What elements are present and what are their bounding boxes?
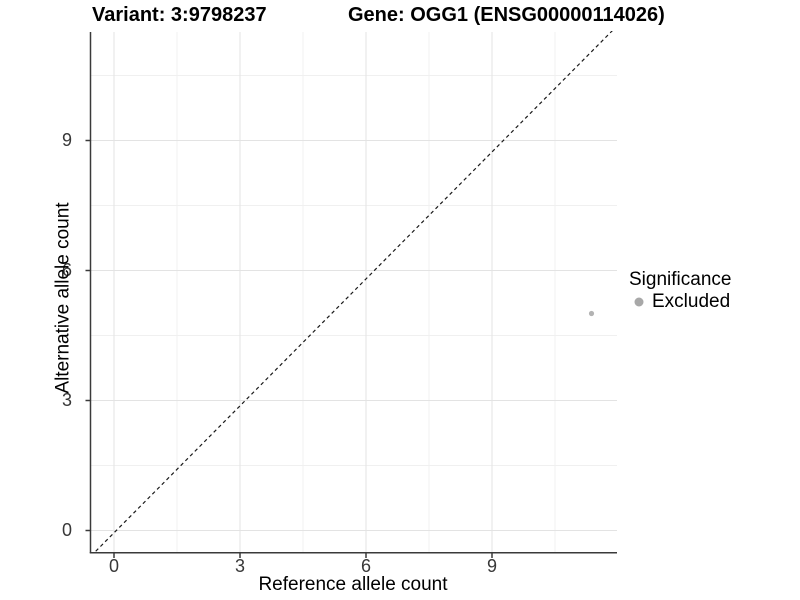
plot-title-gene: Gene: OGG1 (ENSG00000114026) — [348, 4, 665, 26]
gridlines-major — [90, 32, 617, 552]
x-axis-title: Reference allele count — [258, 574, 448, 595]
y-tick-label-0: 0 — [61, 520, 72, 540]
x-tick-label-0: 0 — [108, 556, 119, 576]
x-tick-label-9: 9 — [486, 556, 497, 576]
x-tick-label-6: 6 — [360, 556, 371, 576]
x-tick-label-3: 3 — [234, 556, 245, 576]
gridlines-minor — [90, 32, 617, 552]
legend-item-label: Excluded — [652, 291, 731, 312]
y-axis-title: Alternative allele count — [52, 202, 74, 394]
legend-item-excluded: Excluded — [629, 292, 779, 312]
axis-tick-marks — [85, 139, 493, 558]
y-tick-label-9: 9 — [61, 130, 72, 150]
plot-title-variant: Variant: 3:9798237 — [92, 4, 267, 26]
legend-point-icon — [634, 297, 644, 307]
legend-title: Significance — [629, 269, 732, 290]
scatter-point-excluded — [588, 310, 595, 317]
y-tick-label-3: 3 — [61, 390, 72, 410]
legend: Significance Excluded — [629, 269, 779, 312]
identity-reference-line — [93, 31, 613, 553]
y-tick-label-6: 6 — [61, 260, 72, 280]
